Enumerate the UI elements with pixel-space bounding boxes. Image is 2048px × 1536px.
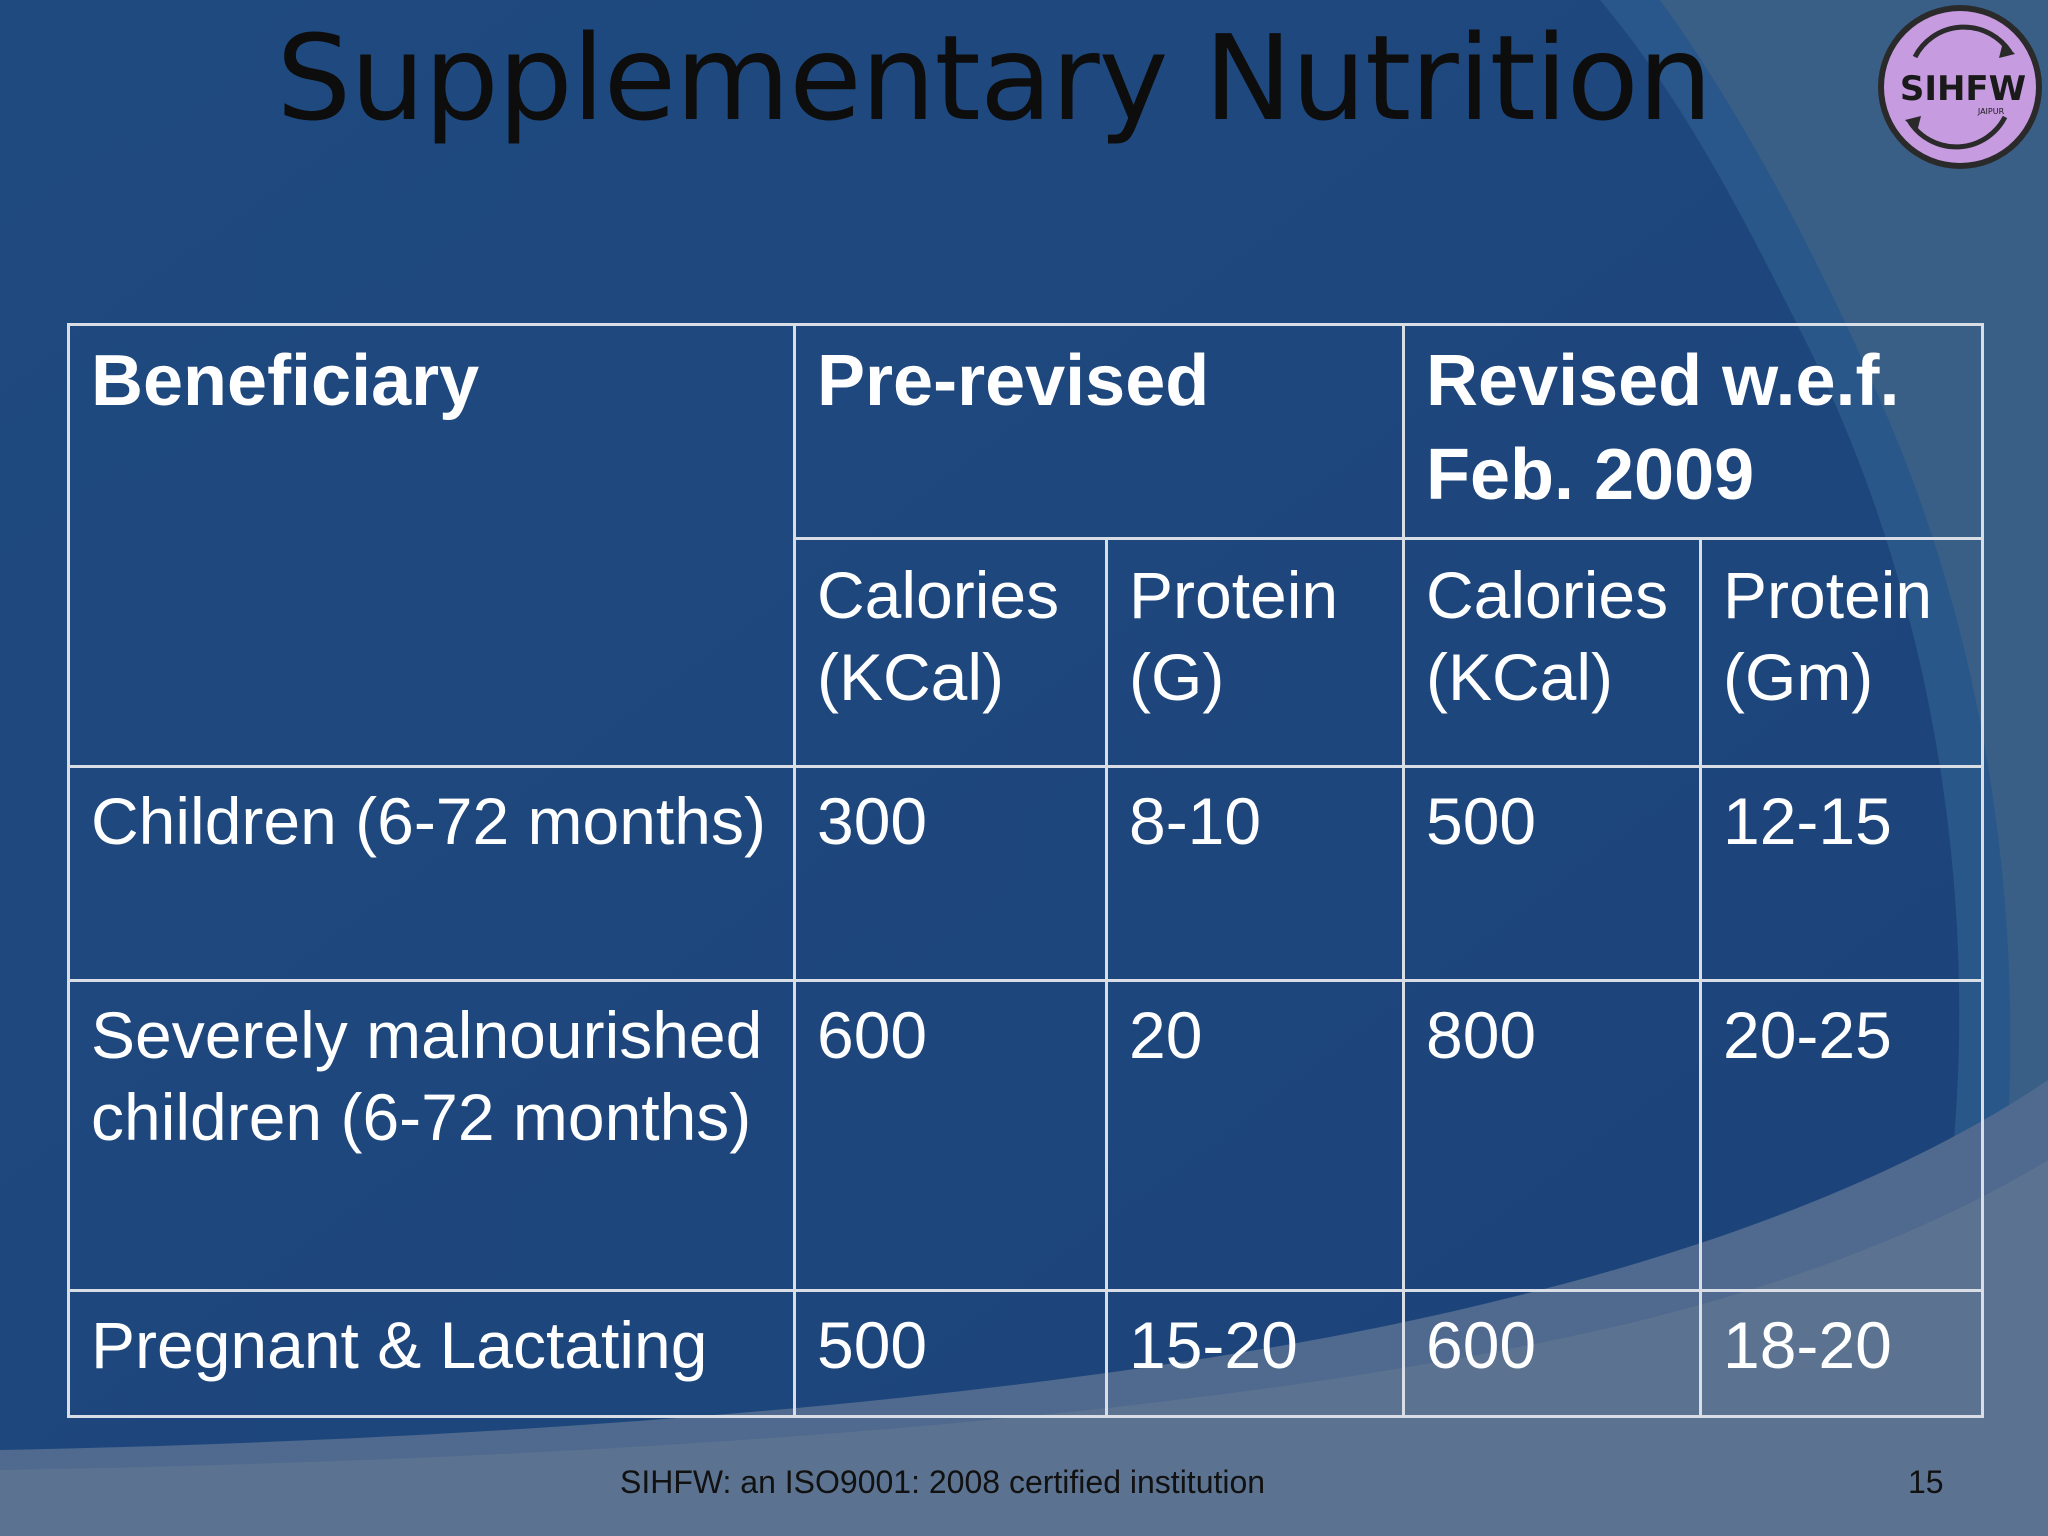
subheader-pre-protein: Protein (G) bbox=[1105, 537, 1405, 768]
cell-rev-protein: 18-20 bbox=[1699, 1289, 1984, 1418]
cell-rev-calories: 800 bbox=[1402, 979, 1702, 1292]
header-revised: Revised w.e.f. Feb. 2009 bbox=[1402, 323, 1984, 540]
cell-rev-protein: 20-25 bbox=[1699, 979, 1984, 1292]
logo-subtext: JAIPUR bbox=[1977, 107, 2005, 116]
subheader-rev-calories: Calories (KCal) bbox=[1402, 537, 1702, 768]
cell-pre-calories: 500 bbox=[793, 1289, 1108, 1418]
cell-pre-protein: 15-20 bbox=[1105, 1289, 1405, 1418]
table-row: Pregnant & Lactating 500 15-20 600 18-20 bbox=[67, 1289, 1984, 1418]
table-subheader-row: Calories (KCal) Protein (G) Calories (KC… bbox=[69, 537, 1984, 768]
sihfw-logo-icon: SIHFW JAIPUR bbox=[1878, 5, 2042, 169]
cell-pre-calories: 600 bbox=[793, 979, 1108, 1292]
logo-text: SIHFW bbox=[1900, 69, 2026, 109]
table-row: Severely malnourished children (6-72 mon… bbox=[67, 979, 1984, 1292]
cell-rev-calories: 500 bbox=[1402, 765, 1702, 982]
header-beneficiary: Beneficiary bbox=[67, 323, 796, 768]
footer-text: SIHFW: an ISO9001: 2008 certified instit… bbox=[620, 1464, 1266, 1500]
subheader-rev-protein: Protein (Gm) bbox=[1699, 537, 1984, 768]
cell-pre-protein: 20 bbox=[1105, 979, 1405, 1292]
cell-rev-protein: 12-15 bbox=[1699, 765, 1984, 982]
nutrition-table: Beneficiary Pre-revised Revised w.e.f. F… bbox=[67, 323, 1984, 1418]
cell-beneficiary: Severely malnourished children (6-72 mon… bbox=[67, 979, 796, 1292]
cell-beneficiary: Pregnant & Lactating bbox=[67, 1289, 796, 1418]
cell-pre-protein: 8-10 bbox=[1105, 765, 1405, 982]
table-header-row: Beneficiary Pre-revised Revised w.e.f. F… bbox=[67, 323, 1984, 768]
subheader-pre-calories: Calories (KCal) bbox=[793, 537, 1108, 768]
table-row: Children (6-72 months) 300 8-10 500 12-1… bbox=[67, 765, 1984, 982]
cell-beneficiary: Children (6-72 months) bbox=[67, 765, 796, 982]
cell-pre-calories: 300 bbox=[793, 765, 1108, 982]
cell-rev-calories: 600 bbox=[1402, 1289, 1702, 1418]
page-number: 15 bbox=[1908, 1464, 1944, 1500]
slide-title: Supplementary Nutrition bbox=[276, 9, 1712, 147]
header-pre-revised: Pre-revised bbox=[793, 323, 1405, 540]
